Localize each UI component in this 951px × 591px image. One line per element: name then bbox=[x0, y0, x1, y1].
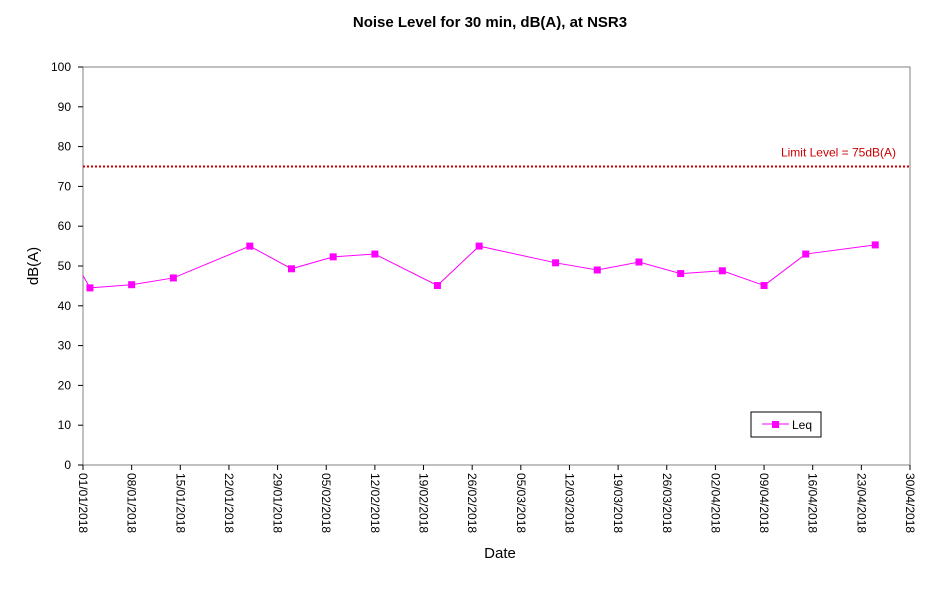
data-point bbox=[169, 274, 177, 282]
data-point bbox=[552, 259, 560, 267]
x-tick-label: 23/04/2018 bbox=[854, 473, 868, 533]
data-point bbox=[677, 270, 685, 278]
data-point bbox=[475, 242, 483, 250]
chart-title: Noise Level for 30 min, dB(A), at NSR3 bbox=[353, 14, 627, 31]
y-tick-label: 0 bbox=[64, 458, 71, 472]
data-point bbox=[593, 266, 601, 274]
limit-label: Limit Level = 75dB(A) bbox=[781, 146, 896, 160]
data-point bbox=[802, 250, 810, 258]
data-point bbox=[287, 265, 295, 273]
x-tick-label: 05/03/2018 bbox=[514, 473, 528, 533]
y-tick-label: 40 bbox=[58, 299, 72, 313]
plot-area bbox=[82, 66, 911, 466]
x-tick-label: 19/03/2018 bbox=[611, 473, 625, 533]
x-tick-label: 15/01/2018 bbox=[173, 473, 187, 533]
x-tick-label: 29/01/2018 bbox=[271, 473, 285, 533]
data-point bbox=[433, 282, 441, 290]
data-point bbox=[871, 241, 879, 249]
x-tick-label: 19/02/2018 bbox=[417, 473, 431, 533]
y-axis: 0 10 20 30 40 50 60 70 80 90 100 bbox=[51, 60, 83, 472]
x-axis-label: Date bbox=[484, 545, 516, 562]
x-tick-label: 30/04/2018 bbox=[903, 473, 917, 533]
x-tick-label: 09/04/2018 bbox=[757, 473, 771, 533]
x-tick-label: 26/03/2018 bbox=[660, 473, 674, 533]
y-tick-label: 50 bbox=[58, 259, 72, 273]
y-tick-label: 30 bbox=[58, 339, 72, 353]
data-point bbox=[371, 250, 379, 258]
legend-marker-leq bbox=[772, 421, 779, 428]
data-point bbox=[128, 281, 136, 289]
y-tick-label: 60 bbox=[58, 219, 72, 233]
y-tick-label: 10 bbox=[58, 418, 72, 432]
y-tick-label: 90 bbox=[58, 100, 72, 114]
y-tick-label: 80 bbox=[58, 140, 72, 154]
series-layer bbox=[82, 241, 879, 292]
y-tick-label: 20 bbox=[58, 378, 72, 392]
y-tick-label: 70 bbox=[58, 179, 72, 193]
legend: Leq bbox=[750, 411, 822, 438]
data-point bbox=[718, 267, 726, 275]
x-tick-label: 05/02/2018 bbox=[319, 473, 333, 533]
x-tick-label: 12/02/2018 bbox=[368, 473, 382, 533]
data-point bbox=[329, 253, 337, 261]
y-tick-label: 100 bbox=[51, 60, 71, 74]
data-point bbox=[246, 242, 254, 250]
x-tick-label: 01/01/2018 bbox=[76, 473, 90, 533]
x-axis: 01/01/2018 08/01/2018 15/01/2018 22/01/2018… bbox=[76, 465, 917, 533]
data-point bbox=[635, 258, 643, 266]
x-tick-label: 08/01/2018 bbox=[125, 473, 139, 533]
x-tick-label: 12/03/2018 bbox=[562, 473, 576, 533]
legend-label-leq: Leq bbox=[792, 418, 812, 432]
x-tick-label: 02/04/2018 bbox=[708, 473, 722, 533]
x-tick-label: 26/02/2018 bbox=[465, 473, 479, 533]
data-point bbox=[86, 284, 94, 292]
x-tick-label: 22/01/2018 bbox=[222, 473, 236, 533]
x-tick-label: 16/04/2018 bbox=[806, 473, 820, 533]
data-point bbox=[760, 282, 768, 290]
y-axis-label: dB(A) bbox=[25, 247, 42, 285]
